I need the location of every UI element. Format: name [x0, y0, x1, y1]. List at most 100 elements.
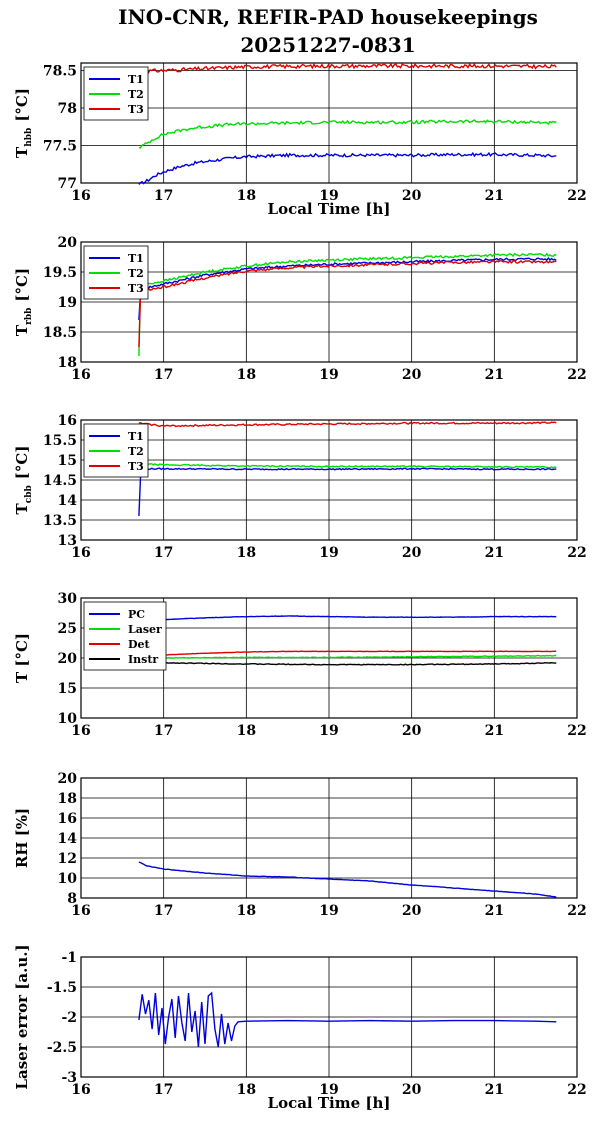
y-tick-label: 14	[58, 831, 78, 847]
legend-label: T1	[128, 73, 144, 86]
y-tick-label: 13.5	[43, 513, 77, 529]
plot-frame	[80, 777, 578, 899]
x-tick-label: 16	[71, 545, 90, 561]
y-tick-label: 10	[58, 871, 78, 887]
y-tick-label: 14.5	[43, 473, 77, 489]
y-axis-label-main: T	[13, 324, 31, 336]
y-tick-label: 8	[67, 891, 77, 907]
y-axis-label: Trbb [°C]	[13, 268, 34, 336]
y-tick-label: 20	[58, 235, 78, 251]
series-line-main	[138, 861, 557, 898]
y-axis-label-sub: hbb	[24, 128, 34, 147]
y-tick-label: 18	[58, 791, 77, 807]
x-tick-label: 21	[485, 367, 504, 383]
panel-1: 16 17 18 19 20 21 22 77 77.5 78 78.5 Local Time [h]…	[13, 62, 587, 218]
x-tick-label: 22	[567, 367, 586, 383]
legend-label: Det	[128, 638, 151, 651]
title-line-1: INO-CNR, REFIR-PAD housekeepings	[118, 5, 538, 29]
x-axis-label: Local Time [h]	[268, 1094, 391, 1112]
y-axis-label-main: RH [%]	[13, 808, 31, 868]
legend: T1 T2 T3	[83, 66, 149, 121]
y-tick-label: -1.5	[47, 980, 77, 996]
y-tick-label: 18.5	[43, 325, 77, 341]
x-tick-label: 21	[485, 545, 504, 561]
y-tick-label: 14	[58, 493, 78, 509]
y-tick-label: 15	[58, 681, 77, 697]
y-axis-label-main: Laser error [a.u.]	[13, 944, 31, 1089]
y-tick-label: 77.5	[43, 139, 77, 155]
series-line-t3	[138, 62, 557, 74]
legend: T1 T2 T3	[83, 423, 149, 478]
y-tick-label: 19	[58, 295, 77, 311]
x-tick-label: 22	[567, 723, 586, 739]
x-tick-label: 20	[402, 367, 422, 383]
legend-label: T3	[128, 103, 144, 116]
legend-label: T3	[128, 460, 144, 473]
x-tick-label: 20	[402, 1082, 422, 1098]
panel-6: 16 17 18 19 20 21 22 -3 -2.5 -2 -1.5 -1 Local Time […	[13, 944, 587, 1112]
y-tick-label: -1	[61, 950, 77, 966]
y-tick-label: 18	[58, 355, 77, 371]
x-tick-label: 19	[319, 188, 338, 204]
series-line-main	[138, 991, 557, 1048]
series-line-t1	[138, 151, 557, 185]
y-tick-label: 30	[58, 591, 78, 607]
y-tick-label: 13	[58, 533, 77, 549]
x-tick-label: 19	[319, 367, 338, 383]
plot-frame	[80, 597, 578, 719]
series-line-t2	[138, 119, 557, 149]
y-axis-label-sub: cbb	[24, 485, 34, 503]
y-axis-label: Tcbb [°C]	[13, 446, 34, 515]
x-tick-label: 22	[567, 545, 586, 561]
series-line-pc	[138, 615, 557, 622]
x-tick-label: 17	[154, 903, 173, 919]
legend-label: T2	[128, 88, 144, 101]
panels: 16 17 18 19 20 21 22 77 77.5 78 78.5 Local Time [h]…	[13, 62, 587, 1112]
y-axis-label: Thbb [°C]	[13, 88, 34, 158]
series-line-t3	[138, 259, 557, 348]
series-line-t2	[138, 462, 557, 469]
panel-2: 16 17 18 19 20 21 22 18 18.5 19 19.5 20 Trbb [°C] T1 T2…	[13, 235, 587, 383]
y-tick-label: -2	[61, 1010, 77, 1026]
title-line-2: 20251227-0831	[240, 33, 415, 57]
legend-label: T3	[128, 282, 144, 295]
y-tick-label: 20	[58, 651, 78, 667]
plot-frame	[80, 419, 578, 541]
x-tick-label: 20	[402, 188, 422, 204]
plot-frame	[80, 62, 578, 184]
y-axis-label-main: T	[13, 146, 31, 158]
x-tick-label: 22	[567, 1082, 586, 1098]
series-line-t2	[138, 252, 557, 357]
y-tick-label: -3	[61, 1070, 77, 1086]
y-tick-label: 20	[58, 771, 78, 787]
legend-label: T2	[128, 445, 144, 458]
x-tick-label: 17	[154, 367, 173, 383]
x-tick-label: 18	[237, 723, 256, 739]
y-axis-label-unit: [°C]	[13, 268, 31, 302]
y-axis-label: T [°C]	[13, 633, 31, 683]
legend-label: Laser	[128, 623, 162, 636]
y-tick-label: 15	[58, 453, 77, 469]
legend-label: Instr	[128, 653, 158, 666]
x-tick-label: 17	[154, 545, 173, 561]
x-tick-label: 17	[154, 188, 173, 204]
y-tick-label: 19.5	[43, 265, 77, 281]
x-tick-label: 19	[319, 1082, 338, 1098]
legend-label: T2	[128, 267, 144, 280]
x-tick-label: 21	[485, 188, 504, 204]
x-tick-label: 21	[485, 1082, 504, 1098]
y-axis-label: Laser error [a.u.]	[13, 944, 31, 1089]
series-line-t1	[138, 256, 557, 321]
x-tick-label: 17	[154, 1082, 173, 1098]
x-tick-label: 18	[237, 1082, 256, 1098]
y-axis-label-unit: [°C]	[13, 446, 31, 480]
y-axis-label-main: T	[13, 502, 31, 514]
y-tick-label: 16	[58, 413, 77, 429]
y-tick-label: 78.5	[43, 64, 77, 80]
y-tick-label: -2.5	[47, 1040, 77, 1056]
x-tick-label: 19	[319, 903, 338, 919]
x-tick-label: 20	[402, 723, 422, 739]
x-axis-label: Local Time [h]	[268, 200, 391, 218]
x-tick-label: 18	[237, 188, 256, 204]
